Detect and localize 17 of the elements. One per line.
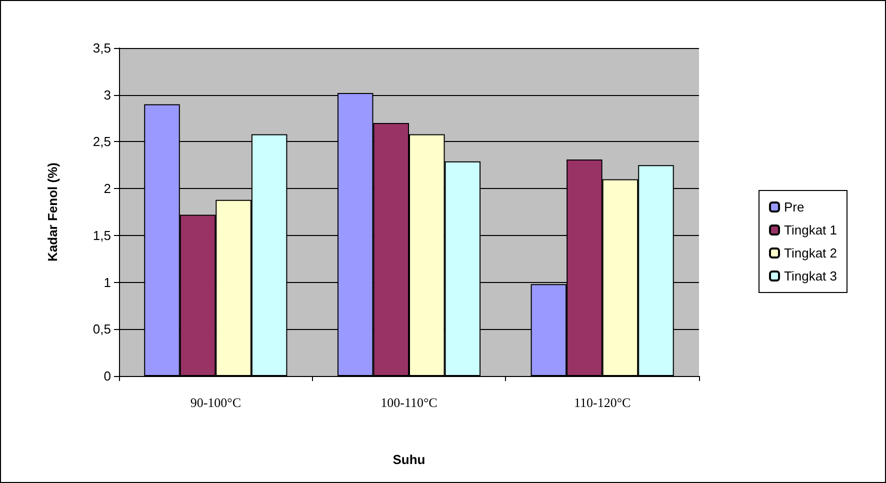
y-tick-label: 0 <box>104 368 111 384</box>
y-tick-label: 2 <box>104 181 111 196</box>
legend-label: Tingkat 1 <box>784 222 838 238</box>
x-tick-label: 110-120°C <box>574 395 631 410</box>
y-axis-title: Kadar Fenol (%) <box>45 162 60 262</box>
legend-label: Tingkat 3 <box>784 268 838 284</box>
y-tick-label: 0,5 <box>92 322 111 337</box>
y-tick-label: 3,5 <box>92 40 111 56</box>
y-tick-label: 1 <box>104 274 111 290</box>
legend-label: Tingkat 2 <box>784 246 838 260</box>
y-tick-label: 3 <box>104 87 111 102</box>
x-tick-label: 90-100°C <box>190 395 242 410</box>
y-tick-label: 2,5 <box>92 134 111 150</box>
legend-label: Pre <box>784 200 804 214</box>
x-tick-label: 100-110°C <box>380 395 438 410</box>
y-tick-label: 1,5 <box>92 228 111 243</box>
x-axis-title: Suhu <box>392 452 426 467</box>
